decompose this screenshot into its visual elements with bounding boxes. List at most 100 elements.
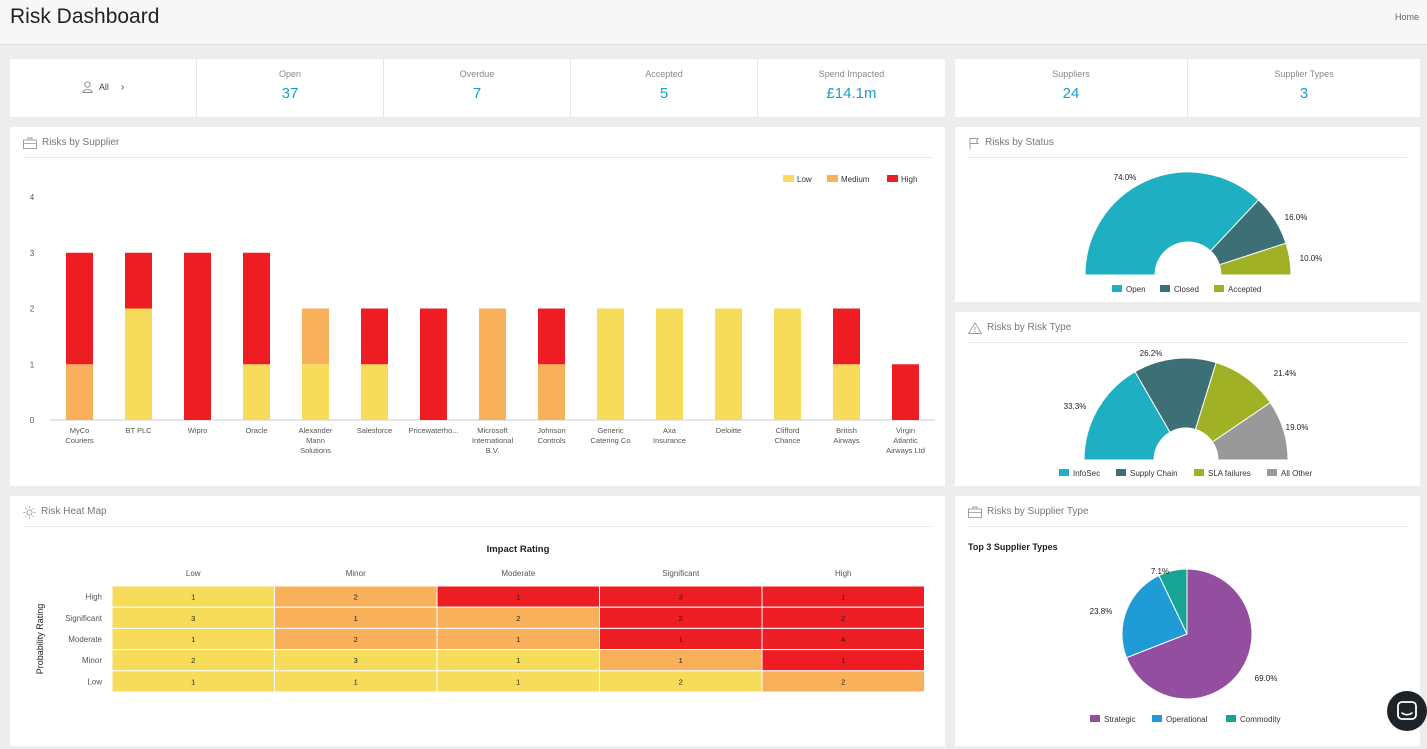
x-tick-label: MyCo [70, 426, 90, 435]
legend-label: Closed [1174, 285, 1199, 294]
legend-swatch [783, 175, 794, 182]
column-header: High [835, 569, 851, 578]
data-label: 10.0% [1300, 254, 1323, 263]
data-label: 23.8% [1090, 607, 1113, 616]
column-header: Minor [346, 569, 366, 578]
x-tick-label: Virgin [896, 426, 915, 435]
pie-slice-commodity [1158, 568, 1188, 635]
bar-segment-low [361, 364, 388, 420]
heatmap-cell-value: 2 [516, 614, 520, 623]
data-label: 21.4% [1274, 369, 1297, 378]
top-bar: Risk Dashboard Home [0, 0, 1427, 45]
chart-title: Top 3 Supplier Types [968, 542, 1058, 552]
row-header: High [86, 593, 102, 602]
bar-segment-high [892, 364, 919, 420]
filter-all-button[interactable]: All › [10, 59, 197, 117]
kpi-strip-risks: All › Open 37 Overdue 7 Accepted 5 Spend… [10, 59, 945, 117]
kpi-suppliers[interactable]: Suppliers 24 [955, 59, 1188, 117]
x-tick-label: Axa [663, 426, 677, 435]
x-tick-label: Deloitte [716, 426, 741, 435]
x-tick-label: Clifford [776, 426, 800, 435]
donut-slice-accepted [1218, 242, 1292, 276]
bar-segment-medium [66, 364, 93, 420]
panel-header: Risks by Status [968, 135, 1407, 158]
kpi-supplier-types[interactable]: Supplier Types 3 [1188, 59, 1420, 117]
legend-swatch [1160, 285, 1170, 292]
risks-by-status-panel: Risks by Status 74.0% 16.0% 10.0% Open Close… [955, 127, 1420, 302]
risks-by-supplier-type-chart: Top 3 Supplier Types 69.0% 23.8% 7.1% Strate… [968, 542, 1280, 724]
row-header: Moderate [68, 635, 102, 644]
heatmap-cell-value: 3 [191, 614, 195, 623]
x-tick-label: Oracle [245, 426, 267, 435]
legend-label: Commodity [1240, 715, 1280, 724]
heatmap-cell-value: 4 [841, 635, 845, 644]
heatmap-cell-value: 2 [679, 614, 683, 623]
risks-by-supplier-panel: Risks by Supplier 0 1 2 3 4 MyCo Couriers BT PL… [10, 127, 945, 486]
chat-launcher-button[interactable] [1387, 691, 1427, 731]
heatmap-cell-value: 1 [191, 635, 195, 644]
heatmap-cell-value: 1 [354, 614, 358, 623]
x-tick-label: Couriers [65, 436, 94, 445]
legend-swatch [1226, 715, 1236, 722]
pie-slice-strategic [1125, 568, 1253, 700]
filter-label: All [98, 82, 109, 92]
legend-label: Accepted [1228, 285, 1261, 294]
breadcrumb-home-link[interactable]: Home [1394, 12, 1419, 22]
data-label: 7.1% [1151, 567, 1169, 576]
legend-label: Medium [841, 175, 870, 184]
kpi-accepted[interactable]: Accepted 5 [571, 59, 758, 117]
x-tick-label: Airways [833, 436, 860, 445]
kpi-overdue[interactable]: Overdue 7 [384, 59, 571, 117]
kpi-value: £14.1m [826, 85, 877, 102]
sun-icon [23, 506, 36, 519]
x-tick-label: Insurance [653, 436, 686, 445]
column-header: Low [186, 569, 201, 578]
heatmap-cell-value: 1 [841, 656, 845, 665]
bar-segment-low [833, 364, 860, 420]
panel-header: Risks by Risk Type [968, 320, 1407, 343]
kpi-label: Suppliers [1052, 69, 1090, 79]
kpi-strip-suppliers: Suppliers 24 Supplier Types 3 [955, 59, 1420, 117]
briefcase-icon [968, 506, 982, 518]
kpi-open[interactable]: Open 37 [197, 59, 384, 117]
warning-icon [968, 322, 982, 334]
heatmap-cell-value: 2 [841, 614, 845, 623]
heatmap-cell-value: 1 [841, 593, 845, 602]
panel-header: Risks by Supplier [23, 135, 932, 158]
x-tick-label: International [472, 436, 514, 445]
bar-segment-high [243, 252, 270, 365]
risk-heat-map-panel: Risk Heat Map Impact Rating Low Minor Moder… [10, 496, 945, 746]
x-tick-label: Salesforce [357, 426, 392, 435]
pie-slice-operational [1121, 574, 1188, 659]
legend-label: High [901, 175, 917, 184]
kpi-spend-impacted[interactable]: Spend Impacted £14.1m [758, 59, 945, 117]
donut-slice-infosec [1083, 370, 1171, 461]
user-icon [82, 81, 93, 93]
kpi-value: 7 [472, 85, 482, 102]
x-tick-label: Solutions [300, 446, 331, 455]
panel-title: Risks by Status [985, 137, 1054, 148]
legend-label: InfoSec [1073, 469, 1100, 478]
data-label: 74.0% [1114, 173, 1137, 182]
heatmap-title: Impact Rating [487, 544, 550, 555]
risks-by-risk-type-chart: 33.3% 26.2% 21.4% 19.0% InfoSec Supply Chain S… [1059, 349, 1312, 478]
x-tick-label: B.V. [486, 446, 499, 455]
heatmap-cell-value: 2 [354, 593, 358, 602]
panel-title: Risks by Risk Type [987, 322, 1072, 333]
risk-heat-map-chart: Impact Rating Low Minor Moderate Significant… [35, 544, 925, 693]
kpi-value: 37 [281, 85, 299, 102]
legend-swatch [887, 175, 898, 182]
x-tick-label: Alexander [299, 426, 333, 435]
chevron-right-icon: › [120, 81, 125, 93]
panel-title: Risks by Supplier Type [987, 506, 1089, 517]
donut-slice-all-other [1211, 401, 1289, 461]
heatmap-cell-value: 2 [354, 635, 358, 644]
x-tick-label: BT PLC [125, 426, 152, 435]
heatmap-cell-value: 3 [679, 593, 683, 602]
kpi-label: Open [278, 69, 302, 79]
legend-label: Strategic [1104, 715, 1136, 724]
bar-segment-high [361, 308, 388, 365]
bar-segment-low [302, 364, 329, 420]
data-label: 69.0% [1255, 674, 1278, 683]
donut-slice-open [1084, 171, 1260, 276]
